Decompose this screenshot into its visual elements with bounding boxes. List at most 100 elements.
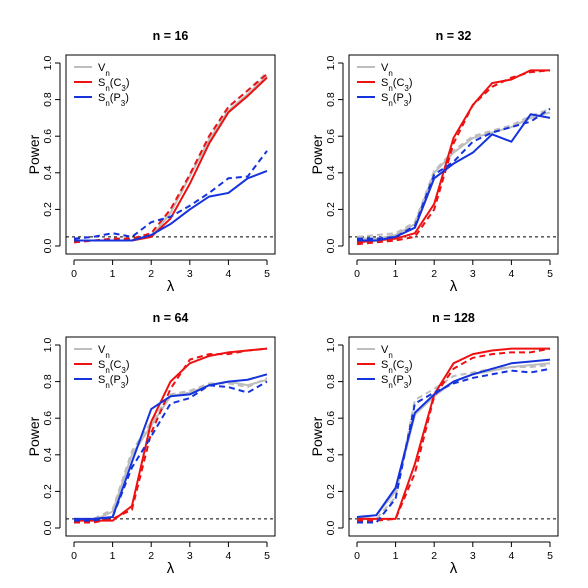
y-tick-label: 0.0 [325, 521, 337, 536]
panel-title: n = 64 [153, 311, 189, 325]
x-tick-label: 2 [148, 550, 154, 562]
series-line [356, 364, 551, 522]
y-tick-label: 0.2 [42, 484, 54, 499]
y-tick-label: 0.6 [325, 411, 337, 426]
plot-frame [65, 54, 276, 255]
y-tick-label: 0.2 [42, 202, 54, 217]
y-tick-label: 0.4 [325, 165, 337, 180]
x-tick-label: 3 [187, 550, 193, 562]
series-line [74, 380, 268, 522]
plot-frame [65, 336, 276, 537]
y-tick-label: 0.8 [42, 92, 54, 107]
x-tick-label: 5 [547, 550, 553, 562]
x-tick-label: 5 [264, 550, 270, 562]
series-line [357, 367, 551, 524]
y-axis-title: Power [26, 416, 42, 456]
x-tick-label: 3 [470, 550, 476, 562]
panel-title: n = 32 [436, 29, 472, 43]
x-tick-label: 4 [225, 268, 231, 280]
series-line [74, 170, 268, 242]
x-tick-label: 5 [264, 268, 270, 280]
y-tick-label: 1.0 [325, 338, 337, 353]
y-axis-title: Power [309, 416, 325, 456]
x-tick-label: 2 [148, 268, 154, 280]
y-tick-label: 0.8 [325, 374, 337, 389]
legend-label: Vn [381, 62, 393, 78]
legend-label: Sn(P3) [381, 92, 412, 108]
x-tick-label: 0 [71, 550, 77, 562]
series-line [356, 69, 551, 246]
y-tick-label: 0.8 [42, 374, 54, 389]
y-tick-label: 0.2 [325, 484, 337, 499]
y-axis-title: Power [309, 134, 325, 174]
x-tick-label: 0 [71, 268, 77, 280]
legend-label: Vn [98, 62, 110, 78]
series-line [356, 69, 550, 244]
legend-label: Sn(P3) [98, 374, 129, 390]
y-tick-label: 0.2 [325, 202, 337, 217]
x-tick-label: 1 [110, 550, 116, 562]
series-line [357, 113, 551, 242]
legend-label: Sn(C3) [98, 359, 130, 375]
plot-panel: n = 160 1 2 3 4 5λ0.00.20.40.60.81.0PowerVnSn… [26, 29, 276, 295]
x-axis-title: λ [450, 278, 458, 295]
x-tick-label: 4 [225, 550, 231, 562]
panel-title: n = 128 [432, 311, 475, 325]
y-tick-label: 0.0 [325, 239, 337, 254]
y-tick-label: 0.0 [42, 521, 54, 536]
y-tick-label: 1.0 [325, 56, 337, 71]
x-axis-title: λ [167, 278, 175, 295]
series-line [356, 358, 551, 519]
y-tick-label: 1.0 [42, 56, 54, 71]
x-tick-label: 5 [547, 268, 553, 280]
series-line [73, 73, 268, 244]
plot-frame [348, 336, 559, 537]
series-line [357, 111, 551, 240]
y-tick-label: 0.8 [325, 92, 337, 107]
legend-label: Sn(P3) [98, 92, 129, 108]
x-tick-label: 0 [354, 550, 360, 562]
y-tick-label: 1.0 [42, 338, 54, 353]
y-axis-title: Power [26, 134, 42, 174]
x-tick-label: 4 [508, 268, 514, 280]
series-line [74, 378, 268, 522]
x-tick-label: 2 [431, 268, 437, 280]
series-line [74, 373, 268, 520]
x-tick-label: 4 [508, 550, 514, 562]
y-tick-label: 0.0 [42, 239, 54, 254]
legend-label: Sn(P3) [381, 374, 412, 390]
series-line [356, 362, 551, 520]
plot-panel: n = 640 1 2 3 4 5λ0.00.20.40.60.81.0PowerVnSn… [26, 311, 276, 577]
y-tick-label: 0.6 [42, 411, 54, 426]
y-tick-label: 0.4 [42, 447, 54, 462]
series-line [357, 107, 551, 240]
y-tick-label: 0.6 [325, 129, 337, 144]
panel-title: n = 16 [153, 29, 189, 43]
series-line [73, 150, 268, 240]
legend-label: Sn(C3) [98, 77, 130, 93]
x-tick-label: 2 [431, 550, 437, 562]
plot-frame [348, 54, 559, 255]
x-tick-label: 3 [470, 268, 476, 280]
legend-label: Sn(C3) [381, 77, 413, 93]
x-tick-label: 1 [110, 268, 116, 280]
series-line [74, 377, 268, 520]
y-tick-label: 0.4 [325, 447, 337, 462]
legend-label: Sn(C3) [381, 359, 413, 375]
series-line [357, 347, 551, 522]
x-tick-label: 1 [393, 550, 399, 562]
x-axis-title: λ [167, 560, 175, 577]
x-tick-label: 0 [354, 268, 360, 280]
series-line [74, 347, 268, 524]
x-tick-label: 1 [393, 268, 399, 280]
legend-label: Vn [381, 344, 393, 360]
x-axis-title: λ [450, 560, 458, 577]
y-tick-label: 0.6 [42, 129, 54, 144]
legend-label: Vn [98, 344, 110, 360]
series-line [356, 107, 551, 238]
plot-panel: n = 320 1 2 3 4 5λ0.00.20.40.60.81.0PowerVnSn… [309, 29, 559, 295]
x-tick-label: 3 [187, 268, 193, 280]
y-tick-label: 0.4 [42, 165, 54, 180]
